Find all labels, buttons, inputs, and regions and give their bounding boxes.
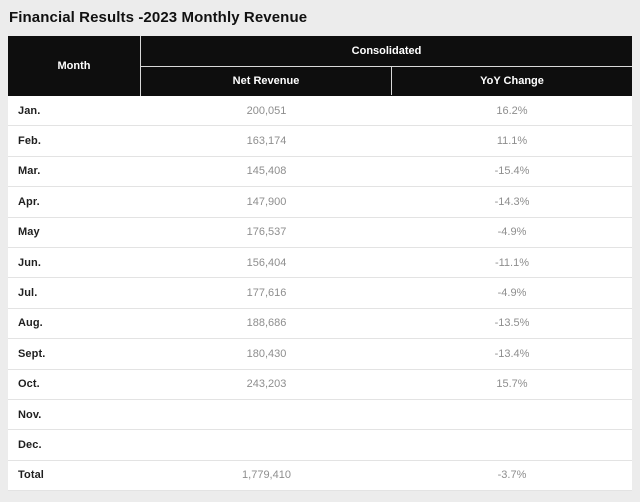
table-body: Jan. 200,051 16.2% Feb. 163,174 11.1% Mar. 145,… <box>8 96 632 492</box>
yoy-change-cell: -4.9% <box>497 226 527 239</box>
yoy-change-cell: -13.4% <box>494 347 530 360</box>
month-cell: Jan. <box>18 104 41 117</box>
net-revenue-cell: 243,203 <box>246 378 287 391</box>
net-revenue-cell: 188,686 <box>246 317 287 330</box>
table-row: Dec. <box>8 430 632 461</box>
column-header-yoy-change: YoY Change <box>480 75 544 87</box>
yoy-change-cell: -13.5% <box>494 317 530 330</box>
yoy-change-cell: -14.3% <box>494 195 530 208</box>
sub-columns: Net Revenue YoY Change <box>141 67 632 95</box>
column-header-month: Month <box>8 36 141 96</box>
yoy-change-cell: -4.9% <box>497 287 527 300</box>
table-row: Apr. 147,900 -14.3% <box>8 187 632 218</box>
column-header-consolidated: Consolidated <box>141 36 632 67</box>
table-row: Nov. <box>8 399 632 431</box>
table-row: Jan. 200,051 16.2% <box>8 96 632 127</box>
revenue-table: Month Consolidated Net Revenue YoY Chang… <box>8 36 632 492</box>
net-revenue-cell: 163,174 <box>246 135 287 148</box>
table-header: Month Consolidated Net Revenue YoY Chang… <box>8 36 632 96</box>
table-row: Mar. 145,408 -15.4% <box>8 156 632 188</box>
month-cell: Feb. <box>18 135 42 148</box>
net-revenue-cell: 145,408 <box>246 165 287 178</box>
month-cell: Nov. <box>18 408 42 421</box>
yoy-change-cell: 15.7% <box>496 378 528 391</box>
table-row: Oct. 243,203 15.7% <box>8 369 632 400</box>
table-row: May 176,537 -4.9% <box>8 217 632 248</box>
month-cell: Jul. <box>18 287 38 300</box>
table-row: Jul. 177,616 -4.9% <box>8 278 632 309</box>
page-title: Financial Results -2023 Monthly Revenue <box>9 9 308 26</box>
net-revenue-cell: 177,616 <box>246 287 287 300</box>
yoy-change-cell: 11.1% <box>496 135 528 148</box>
table-row: Aug. 188,686 -13.5% <box>8 308 632 340</box>
month-cell: Sept. <box>18 347 46 360</box>
month-cell: Total <box>18 469 44 482</box>
month-cell: Aug. <box>18 317 43 330</box>
month-cell: Dec. <box>18 438 42 451</box>
page: Financial Results -2023 Monthly Revenue … <box>8 9 632 492</box>
month-cell: Mar. <box>18 165 41 178</box>
table-row: Sept. 180,430 -13.4% <box>8 339 632 370</box>
net-revenue-cell: 1,779,410 <box>242 469 291 482</box>
month-cell: Oct. <box>18 378 40 391</box>
month-cell: Jun. <box>18 256 42 269</box>
month-cell: Apr. <box>18 195 40 208</box>
table-row: Jun. 156,404 -11.1% <box>8 247 632 279</box>
yoy-change-cell: 16.2% <box>496 104 528 117</box>
table-row: Feb. 163,174 11.1% <box>8 126 632 157</box>
table-row: Total 1,779,410 -3.7% <box>8 460 632 492</box>
yoy-change-cell: -11.1% <box>494 256 530 269</box>
consolidated-group: Consolidated Net Revenue YoY Change <box>141 36 632 96</box>
net-revenue-cell: 147,900 <box>246 195 287 208</box>
column-header-net-revenue: Net Revenue <box>141 67 392 95</box>
net-revenue-cell: 200,051 <box>246 104 287 117</box>
month-cell: May <box>18 226 40 239</box>
yoy-change-cell: -15.4% <box>494 165 530 178</box>
net-revenue-cell: 180,430 <box>246 347 287 360</box>
net-revenue-cell: 176,537 <box>246 226 287 239</box>
yoy-change-cell: -3.7% <box>497 469 527 482</box>
net-revenue-cell: 156,404 <box>246 256 287 269</box>
